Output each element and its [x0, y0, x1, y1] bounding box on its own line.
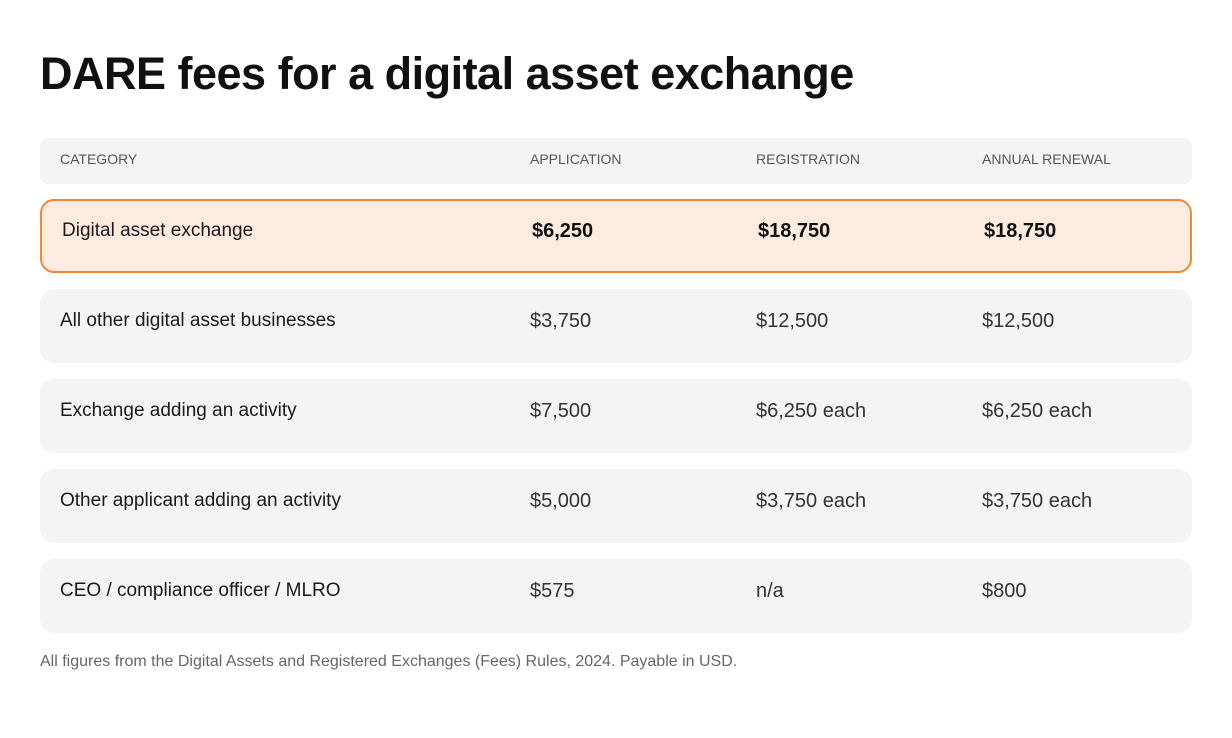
renewal-fee-cell: $800	[982, 580, 1027, 602]
column-header-category: CATEGORY	[60, 151, 138, 167]
application-fee-cell: $5,000	[530, 490, 592, 512]
table-header: CATEGORY APPLICATION REGISTRATION ANNUAL…	[40, 138, 1192, 184]
table-row: CEO / compliance officer / MLRO $575 n/a…	[40, 559, 1192, 633]
category-cell: Digital asset exchange	[62, 220, 254, 241]
registration-fee-cell: $6,250 each	[756, 400, 867, 422]
table-row: Exchange adding an activity $7,500 $6,25…	[40, 379, 1192, 453]
column-header-annual-renewal: ANNUAL RENEWAL	[982, 151, 1111, 167]
source-footnote: All figures from the Digital Assets and …	[40, 653, 738, 670]
application-fee-cell: $7,500	[530, 400, 592, 422]
renewal-fee-cell: $3,750 each	[982, 490, 1093, 512]
category-cell: Other applicant adding an activity	[60, 490, 341, 511]
application-fee-cell: $6,250	[532, 220, 594, 242]
column-header-application: APPLICATION	[530, 151, 622, 167]
registration-fee-cell: n/a	[756, 580, 784, 602]
page-title: DARE fees for a digital asset exchange	[40, 48, 854, 99]
application-fee-cell: $3,750	[530, 310, 592, 332]
table-row-highlighted: Digital asset exchange $6,250 $18,750 $1…	[40, 199, 1192, 273]
category-cell: Exchange adding an activity	[60, 400, 297, 421]
category-cell: All other digital asset businesses	[60, 310, 336, 331]
renewal-fee-cell: $12,500	[982, 310, 1055, 332]
column-header-registration: REGISTRATION	[756, 151, 860, 167]
category-cell: CEO / compliance officer / MLRO	[60, 580, 341, 601]
registration-fee-cell: $12,500	[756, 310, 829, 332]
table-row: Other applicant adding an activity $5,00…	[40, 469, 1192, 543]
table-row: All other digital asset businesses $3,75…	[40, 289, 1192, 363]
application-fee-cell: $575	[530, 580, 575, 602]
renewal-fee-cell: $6,250 each	[982, 400, 1093, 422]
fees-table: CATEGORY APPLICATION REGISTRATION ANNUAL…	[40, 138, 1192, 633]
registration-fee-cell: $18,750	[758, 220, 831, 242]
renewal-fee-cell: $18,750	[984, 220, 1057, 242]
registration-fee-cell: $3,750 each	[756, 490, 867, 512]
